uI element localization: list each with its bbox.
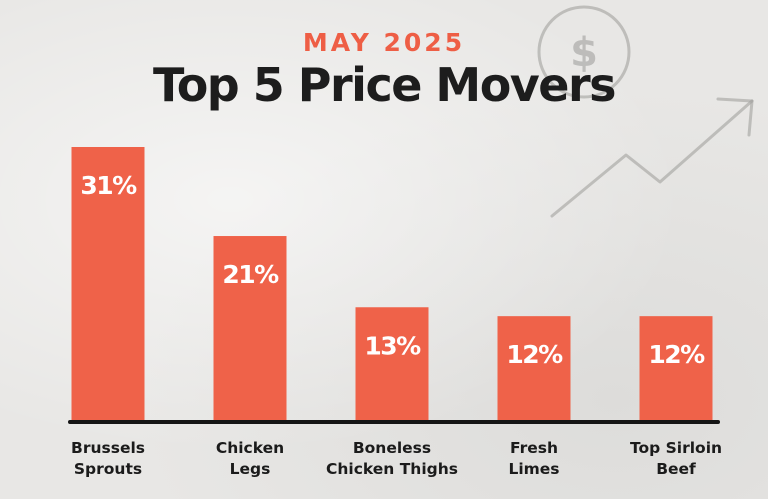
category-label-4-line-0: Top Sirloin bbox=[630, 439, 722, 457]
category-label-2-line-1: Chicken Thighs bbox=[326, 460, 458, 478]
value-label-4: 12% bbox=[648, 340, 705, 369]
value-label-3: 12% bbox=[506, 340, 563, 369]
category-label-1-line-1: Legs bbox=[230, 460, 271, 478]
bars-layer bbox=[71, 147, 713, 423]
category-label-2-line-0: Boneless bbox=[353, 439, 431, 457]
value-labels-layer: 31% 21% 13% 12% 12% bbox=[80, 171, 706, 369]
category-label-3-line-0: Fresh bbox=[510, 439, 558, 457]
chart-subtitle: MAY 2025 bbox=[302, 28, 466, 57]
category-label-0-line-0: Brussels bbox=[71, 439, 145, 457]
value-label-1: 21% bbox=[222, 260, 279, 289]
chart-title: Top 5 Price Movers bbox=[152, 58, 617, 112]
category-labels-layer: Brussels Sprouts Chicken Legs Boneless Chicke… bbox=[71, 439, 722, 478]
category-label-1-line-0: Chicken bbox=[216, 439, 284, 457]
bar-1 bbox=[213, 236, 287, 423]
value-label-0: 31% bbox=[80, 171, 137, 200]
bar-0 bbox=[71, 147, 145, 423]
trend-up-arrow-icon bbox=[550, 97, 754, 218]
bar-3 bbox=[497, 316, 571, 423]
dollar-symbol: $ bbox=[570, 30, 598, 76]
category-label-3-line-1: Limes bbox=[508, 460, 559, 478]
bar-2 bbox=[355, 307, 429, 423]
value-label-2: 13% bbox=[364, 331, 421, 360]
dollar-coin-icon: $ bbox=[537, 5, 631, 99]
category-label-4-line-1: Beef bbox=[656, 460, 696, 478]
category-label-0-line-1: Sprouts bbox=[74, 460, 142, 478]
bar-4 bbox=[639, 316, 713, 423]
